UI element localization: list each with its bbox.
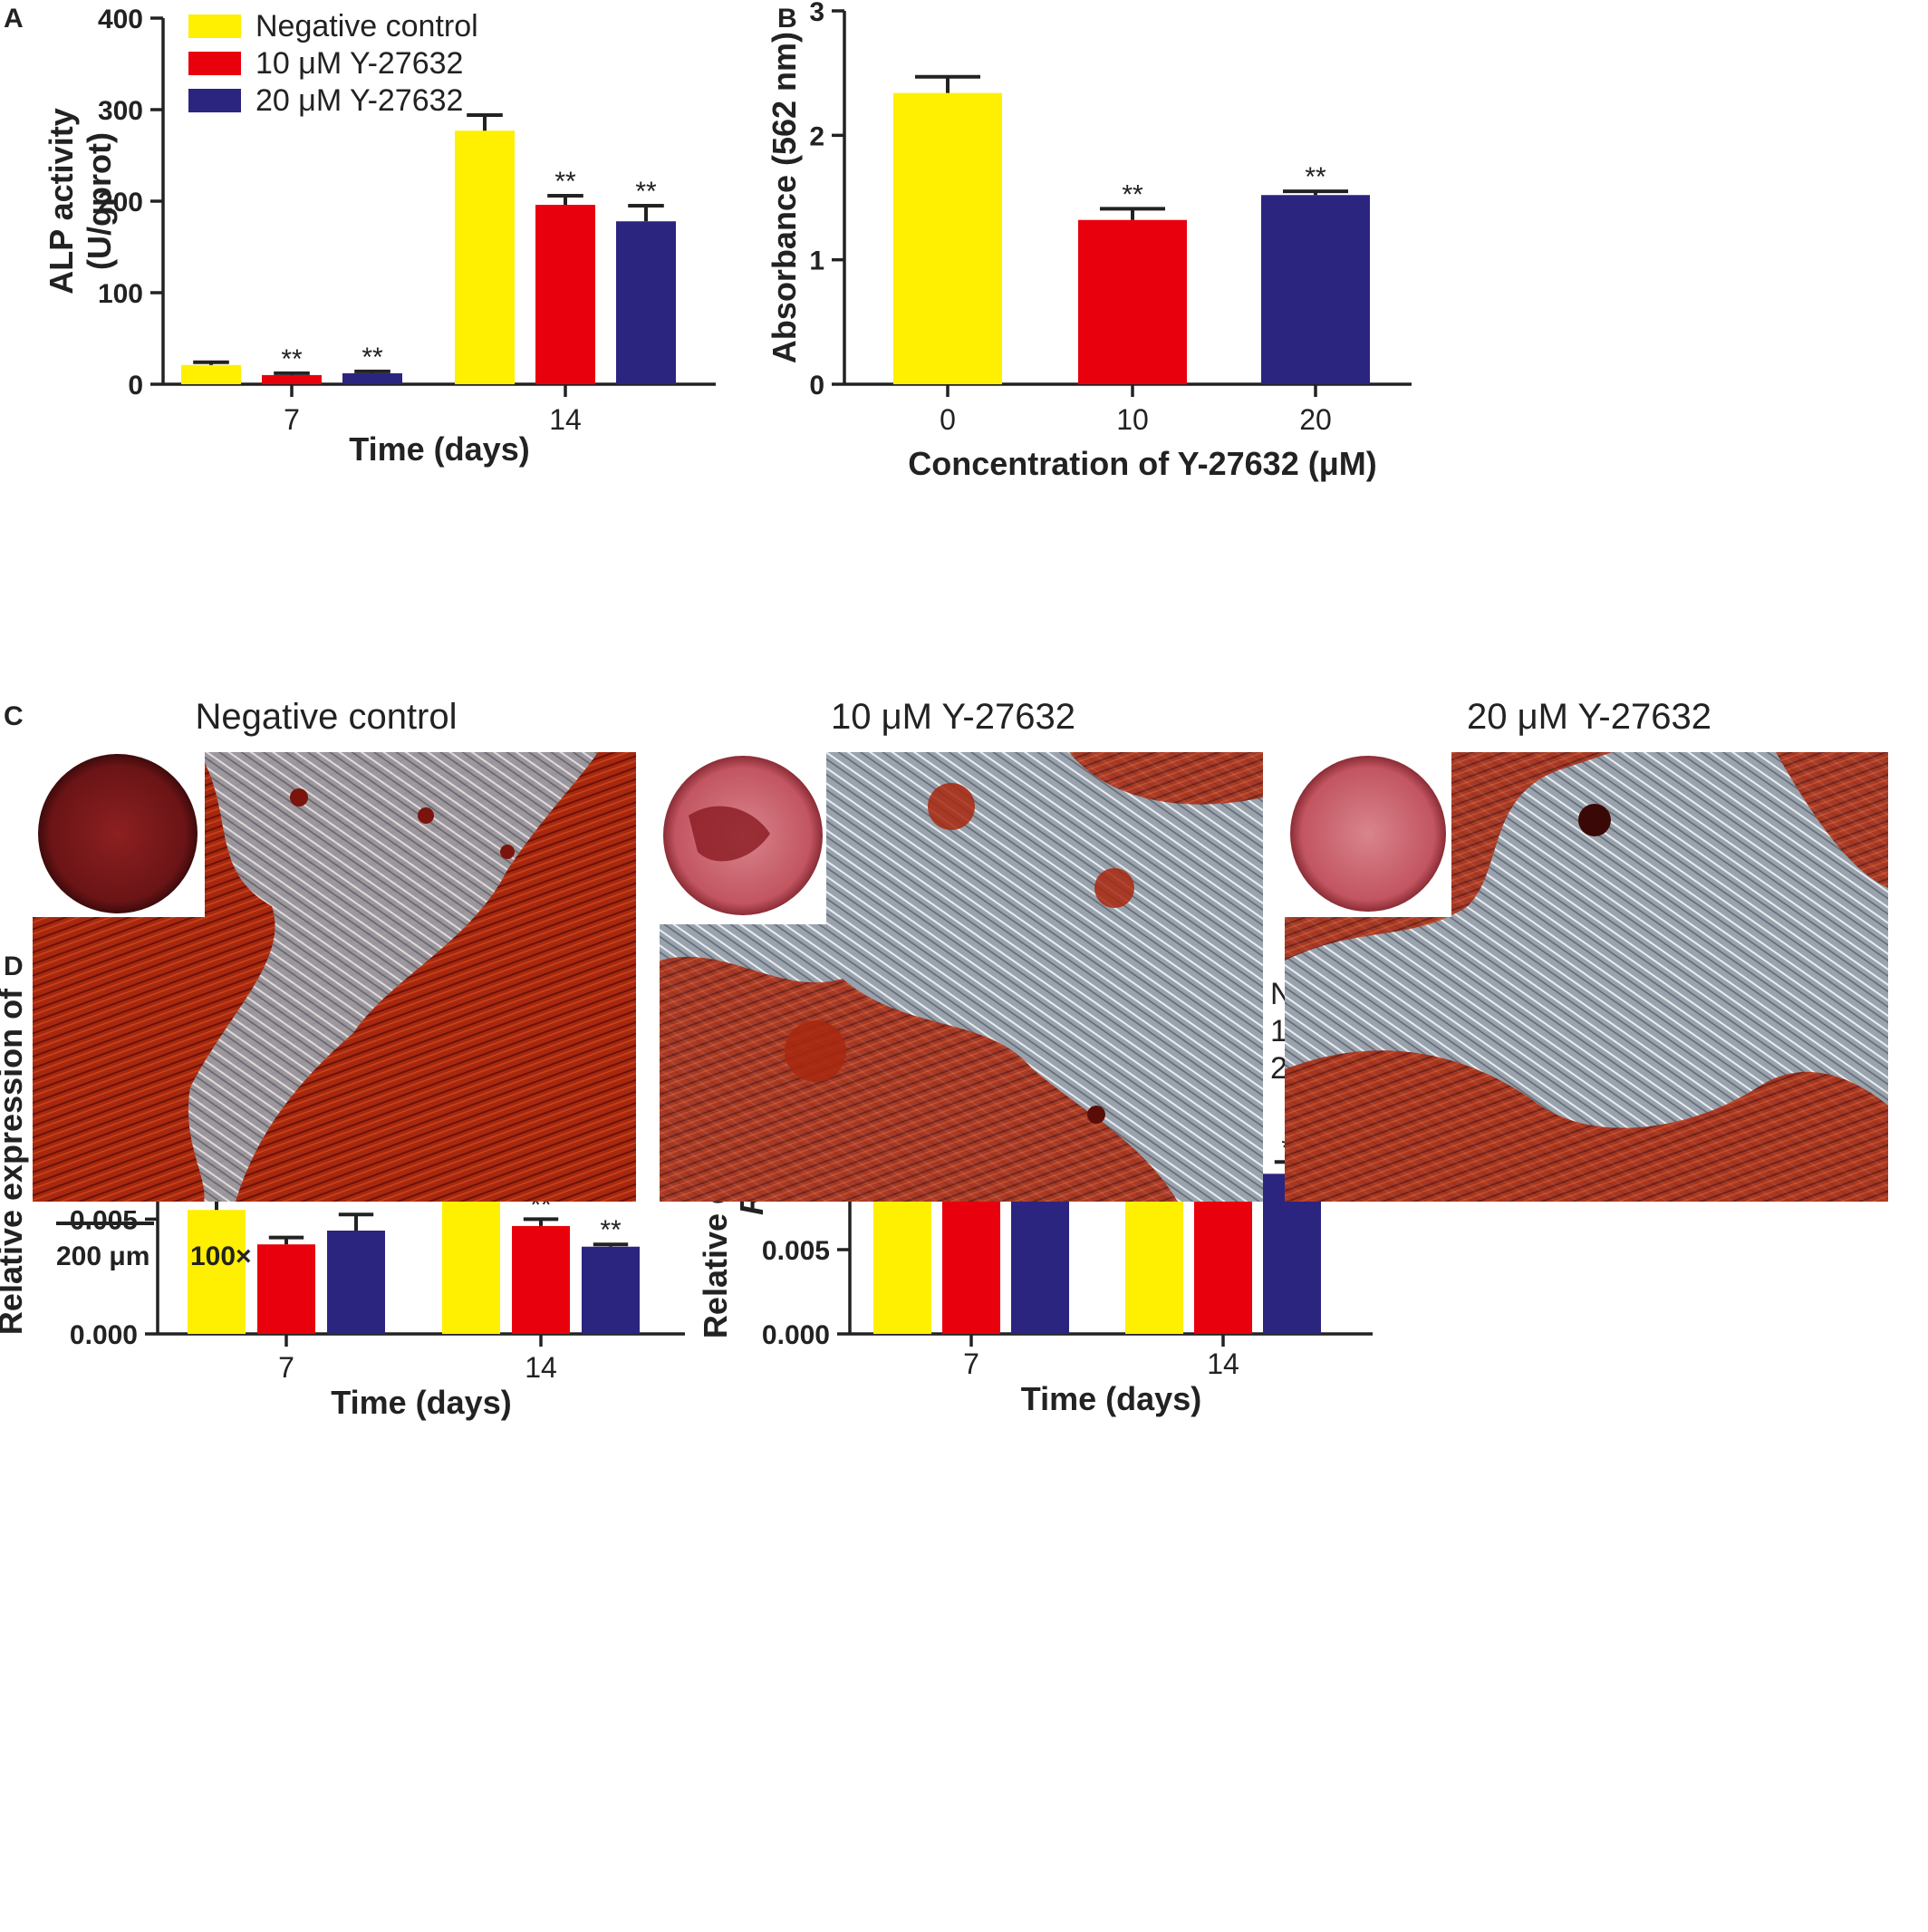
panel-e-y-tick-label: 0.000 (762, 1320, 830, 1350)
panel-a-bar (262, 374, 322, 384)
panel-d-x-tick-label: 7 (278, 1351, 294, 1384)
panel-b-y-label: Absorbance (562 nm) (766, 32, 803, 363)
panel-b-significance-mark: ** (1305, 162, 1326, 192)
panel-a-significance-mark: ** (635, 177, 657, 207)
panel-b-bar (893, 92, 1002, 384)
panel-d-x-tick-label: 14 (525, 1351, 557, 1384)
panel-a-bar (181, 364, 241, 384)
panel-a-y-tick-label: 100 (98, 279, 143, 309)
micrograph-10um (660, 752, 1263, 1202)
panel-d-x-label: Time (days) (331, 1384, 511, 1421)
micrograph-negative-control (33, 752, 636, 1202)
panel-a-legend-label: Negative control (255, 9, 478, 43)
panel-b-x-tick-label: 0 (940, 403, 956, 436)
panel-d-bar (188, 1210, 246, 1334)
panel-b-bar (1078, 219, 1187, 384)
panel-a-bar (455, 130, 515, 385)
panel-a-legend-swatch (188, 14, 241, 38)
panel-a-x-tick-label: 7 (284, 403, 300, 436)
panel-e-y-tick-label: 0.005 (762, 1236, 830, 1266)
panel-a-y-label: ALP activity (43, 108, 80, 294)
panel-a-chart: A 0 100 200 300 400 ALP activity (U/gprot) Time … (4, 4, 716, 468)
micrograph-title-negative-control: Negative control (195, 697, 457, 737)
panel-d-significance-mark: ** (600, 1215, 622, 1245)
panel-d-bar (512, 1225, 570, 1334)
panel-c-micrographs: C Negative control 10 μM Y-27632 20 μM Y… (4, 697, 1888, 1271)
panel-d-bar (582, 1246, 640, 1334)
panel-c-label: C (4, 701, 24, 731)
panel-b-x-label: Concentration of Y-27632 (μM) (908, 445, 1376, 482)
micrograph-20um (1285, 752, 1888, 1202)
panel-a-y-tick-label: 400 (98, 5, 143, 34)
panel-a-legend-label: 10 μM Y-27632 (255, 46, 463, 81)
panel-a-bar (342, 372, 402, 384)
panel-d-y-tick-label: 0.000 (70, 1320, 138, 1350)
panel-b-y-tick-label: 0 (809, 371, 824, 401)
panel-b-y-tick-label: 2 (809, 121, 824, 151)
panel-b-significance-mark: ** (1122, 179, 1143, 209)
panel-e-x-tick-label: 7 (963, 1348, 979, 1380)
panel-a-significance-mark: ** (554, 167, 576, 197)
panel-b-x-tick-label: 20 (1299, 403, 1332, 436)
panel-d-bar (257, 1244, 315, 1334)
panel-b-bar (1261, 195, 1370, 384)
micrograph-title-10um: 10 μM Y-27632 (831, 697, 1075, 737)
panel-d-bar (327, 1231, 385, 1334)
panel-d-y-tick-label: 0.005 (70, 1205, 138, 1235)
panel-b-y-tick-label: 3 (809, 0, 824, 27)
panel-b-x-tick-label: 10 (1116, 403, 1149, 436)
panel-d-label: D (4, 952, 24, 981)
panel-a-significance-mark: ** (281, 344, 303, 374)
panel-a-bar (616, 221, 676, 384)
panel-a-significance-mark: ** (362, 343, 383, 372)
micrograph-title-20um: 20 μM Y-27632 (1467, 697, 1711, 737)
scale-bar-label: 200 μm (56, 1241, 149, 1271)
magnification-label: 100× (190, 1241, 252, 1271)
panel-a-y-tick-label: 300 (98, 96, 143, 126)
panel-a-bar (535, 205, 595, 384)
panel-a-y-tick-label: 0 (128, 371, 143, 401)
panel-a-y-tick-label: 200 (98, 188, 143, 217)
panel-a-legend-swatch (188, 52, 241, 75)
panel-b-y-tick-label: 1 (809, 246, 824, 276)
panel-a-x-tick-label: 14 (549, 403, 582, 436)
panel-a-legend-swatch (188, 89, 241, 112)
panel-a-x-label: Time (days) (349, 430, 529, 468)
panel-b-label: B (777, 4, 797, 34)
panel-e-x-label: Time (days) (1021, 1380, 1201, 1417)
panel-a-legend-label: 20 μM Y-27632 (255, 83, 463, 118)
panel-a-label: A (4, 4, 24, 34)
panel-e-x-tick-label: 14 (1207, 1348, 1239, 1380)
panel-d-y-label: Relative expression of (0, 988, 29, 1335)
panel-e-bar (1194, 1182, 1252, 1334)
panel-a-y-label: (U/gprot) (81, 132, 118, 270)
